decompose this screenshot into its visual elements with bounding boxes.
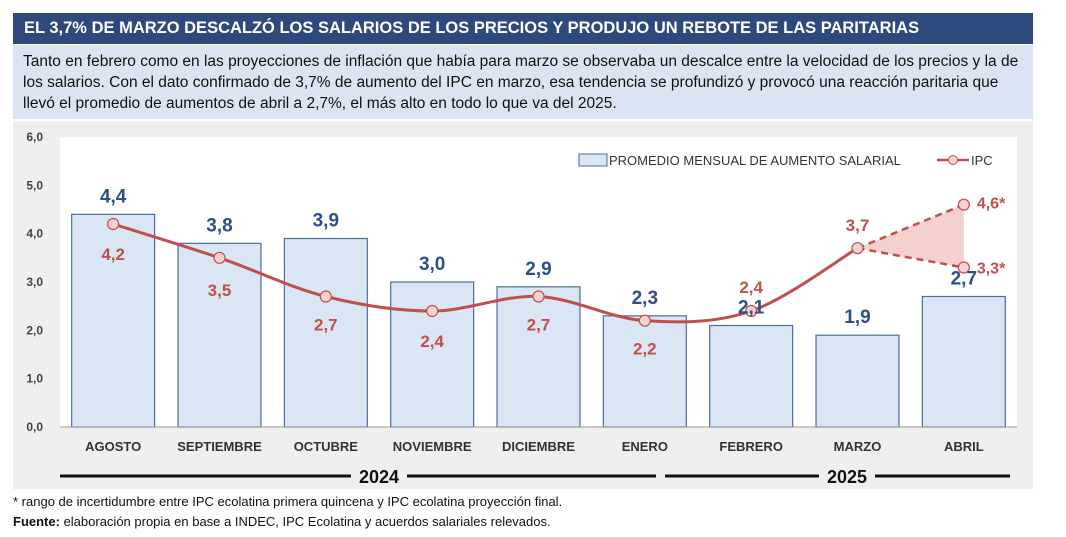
ipc-projection-high-point [957, 198, 970, 211]
legend-bar-swatch [578, 153, 608, 167]
bar-noviembre [390, 281, 475, 428]
chart-svg: 0,0 1,0 2,0 3,0 4,0 5,0 6,0 AGOSTO SEPTIEMBRE OCT… [26, 130, 1017, 487]
bar-abril [921, 295, 1006, 428]
ipc-value-label: 3,5 [208, 281, 232, 300]
x-tick-label: DICIEMBRE [502, 439, 575, 454]
legend-bar-label: PROMEDIO MENSUAL DE AUMENTO SALARIAL [609, 153, 901, 168]
ipc-point [851, 242, 864, 255]
chart-title: EL 3,7% DE MARZO DESCALZÓ LOS SALARIOS D… [13, 13, 1033, 44]
y-tick-label: 1,0 [26, 372, 43, 386]
intro-paragraph: Tanto en febrero como en las proyeccione… [13, 45, 1033, 119]
x-tick-label: OCTUBRE [294, 439, 359, 454]
ipc-value-label: 2,7 [527, 316, 551, 335]
legend-ipc-label: IPC [971, 153, 993, 168]
bar-marzo [815, 334, 900, 428]
chart-area: 0,0 1,0 2,0 3,0 4,0 5,0 6,0 AGOSTO SEPTIEMBRE OCT… [13, 121, 1033, 489]
x-tick-label: FEBRERO [719, 439, 783, 454]
bar-value-label: 2,3 [632, 288, 658, 309]
ipc-point [426, 304, 439, 318]
ipc-point [638, 314, 651, 327]
bar-enero [602, 315, 687, 428]
bar-value-label: 2,1 [738, 298, 765, 319]
bar-value-label: 1,9 [844, 307, 870, 328]
ipc-point [745, 304, 758, 318]
notes: * rango de incertidumbre entre IPC ecola… [13, 492, 562, 532]
ipc-value-label: 2,7 [314, 316, 338, 335]
bar-diciembre [496, 286, 581, 428]
bar-value-label: 2,9 [525, 259, 551, 280]
source-label: Fuente: [13, 514, 60, 529]
x-tick-label: SEPTIEMBRE [177, 439, 262, 454]
footnote: * rango de incertidumbre entre IPC ecola… [13, 494, 563, 509]
y-tick-label: 0,0 [26, 420, 43, 434]
source-line: Fuente: elaboración propia en base a IND… [13, 512, 562, 532]
y-tick-label: 6,0 [26, 130, 43, 144]
bar-value-label: 2,7 [951, 269, 977, 290]
ipc-value-label: 2,2 [633, 340, 657, 359]
bar-value-label: 3,8 [206, 215, 232, 236]
year-label: 2024 [359, 467, 399, 487]
legend-ipc-marker [948, 155, 958, 165]
ipc-projection-low-label: 3,3* [977, 261, 1006, 278]
bar-octubre [283, 237, 368, 428]
x-tick-label: AGOSTO [85, 439, 141, 454]
x-tick-label: ENERO [622, 439, 668, 454]
y-tick-label: 4,0 [26, 227, 43, 241]
ipc-point [319, 290, 332, 303]
ipc-point [213, 251, 226, 264]
ipc-point [107, 217, 120, 231]
y-tick-label: 5,0 [26, 178, 43, 192]
x-tick-label: NOVIEMBRE [393, 439, 472, 454]
ipc-value-label: 2,4 [739, 278, 763, 297]
ipc-projection-low-point [957, 261, 970, 274]
bar-septiembre [177, 242, 262, 428]
source-text: elaboración propia en base a INDEC, IPC … [59, 514, 551, 529]
ipc-value-label: 4,2 [101, 245, 125, 264]
bar-value-label: 3,0 [419, 254, 445, 275]
ipc-value-label: 3,7 [846, 216, 870, 235]
bar-value-label: 3,9 [313, 211, 339, 232]
ipc-point [532, 290, 545, 303]
x-tick-label: MARZO [834, 439, 882, 454]
ipc-projection-high-label: 4,6* [977, 196, 1006, 213]
year-label: 2025 [827, 467, 867, 487]
x-tick-label: ABRIL [944, 439, 984, 454]
ipc-projection-low-line [857, 246, 965, 269]
ipc-value-label: 2,4 [420, 332, 444, 351]
bar-value-label: 4,4 [100, 186, 127, 207]
y-tick-label: 2,0 [26, 323, 43, 337]
y-tick-label: 3,0 [26, 275, 43, 289]
bar-febrero [709, 324, 794, 428]
